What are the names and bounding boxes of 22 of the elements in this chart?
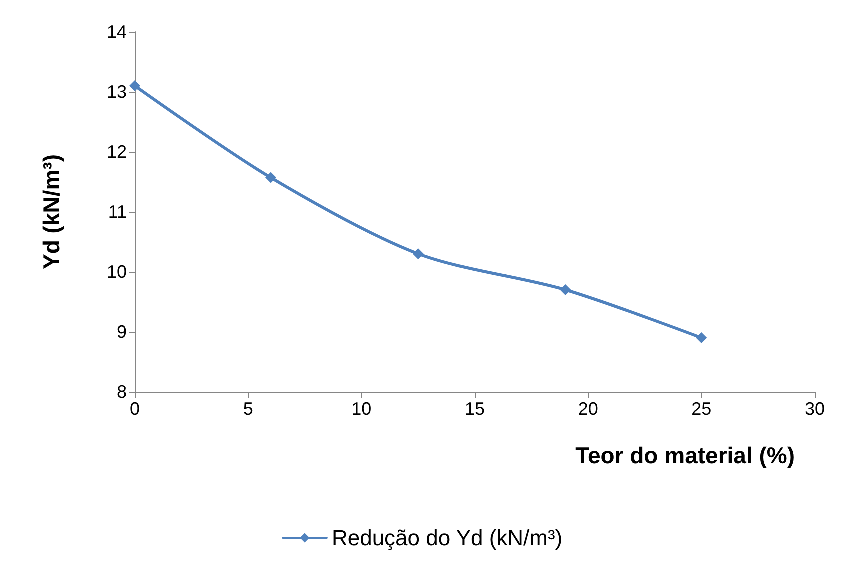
y-tick-label: 10 <box>106 262 127 282</box>
x-tick-label: 20 <box>578 399 598 419</box>
point <box>266 172 276 184</box>
x-tick-label: 0 <box>130 399 140 419</box>
y-axis-title: Yd (kN/m³) <box>38 154 64 270</box>
x-tick-label: 5 <box>243 399 254 419</box>
y-tick-label: 9 <box>116 322 127 342</box>
y-tick-label: 14 <box>106 22 127 42</box>
y-tick-label: 12 <box>106 142 127 162</box>
y-tick-label: 8 <box>116 382 127 402</box>
point <box>130 80 140 92</box>
x-axis-title: Teor do material (%) <box>576 442 795 468</box>
legend-label: Redução do Yd (kN/m³) <box>332 526 563 550</box>
y-tick-label: 11 <box>108 202 127 222</box>
x-tick-label: 30 <box>804 399 826 419</box>
y-tick-label: 13 <box>106 82 127 102</box>
x-tick-label: 10 <box>352 399 372 419</box>
x-tick-label: 15 <box>464 399 486 419</box>
point <box>560 284 572 296</box>
point <box>696 332 708 344</box>
point <box>412 248 424 260</box>
x-tick-label: 25 <box>692 399 712 419</box>
